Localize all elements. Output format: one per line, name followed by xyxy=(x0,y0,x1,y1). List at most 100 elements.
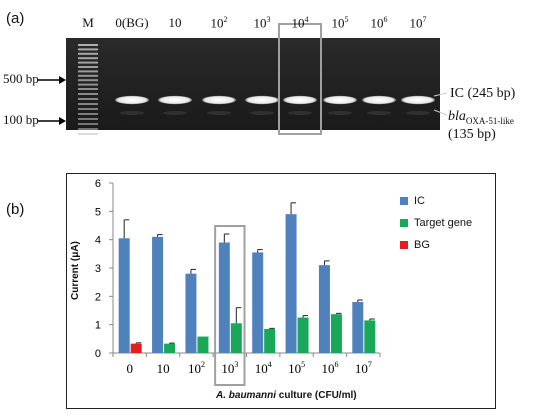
ic-bands xyxy=(115,95,435,105)
ladder-band xyxy=(78,83,98,86)
bar-target-gene xyxy=(330,314,342,353)
lane-label: 107 xyxy=(410,15,427,31)
pointer-ic xyxy=(433,92,448,97)
target-band xyxy=(250,111,274,115)
lane-label: 0(BG) xyxy=(115,15,148,31)
gel-electrophoresis-image xyxy=(38,23,448,135)
ladder-band xyxy=(78,123,98,125)
y-tick-label: 3 xyxy=(95,263,101,275)
ic-band xyxy=(158,95,192,105)
ic-band xyxy=(323,95,357,105)
y-axis-label: Current (μA) xyxy=(70,241,81,300)
ic-band xyxy=(115,95,149,105)
arrow-500bp-head xyxy=(59,76,66,84)
arrow-100bp-head xyxy=(59,117,66,125)
bar-target-gene xyxy=(297,317,309,353)
legend-item: BG xyxy=(400,239,430,251)
highlight-box-lane xyxy=(278,23,322,135)
target-band xyxy=(207,111,231,115)
lane-label: 106 xyxy=(371,15,388,31)
lane-label-base: 0(BG) xyxy=(115,15,149,30)
lane-label: 102 xyxy=(211,15,228,31)
lane-label-base: 10 xyxy=(331,15,345,31)
y-tick-label: 1 xyxy=(95,320,101,332)
lane-label-base: 10 xyxy=(168,15,182,30)
band-target-size: (135 bp) xyxy=(448,127,496,142)
x-axis-label-species: A. baumanni xyxy=(216,390,277,401)
y-tick-label: 5 xyxy=(95,206,101,218)
target-band xyxy=(328,111,352,115)
band-target-subscript: OXA-51-like xyxy=(465,115,514,126)
lane-label-base: 10 xyxy=(291,15,305,31)
lane-label-exponent: 2 xyxy=(223,15,228,24)
ladder-band xyxy=(78,79,98,82)
ladder-band xyxy=(78,128,98,130)
ic-band xyxy=(401,95,435,105)
bar-target-gene xyxy=(364,320,376,353)
legend-swatch xyxy=(400,241,408,250)
panel-b-label: (b) xyxy=(6,201,25,218)
ladder-band xyxy=(78,113,98,115)
bar-ic xyxy=(285,214,297,353)
y-tick-label: 0 xyxy=(95,348,101,360)
lane-label: 103 xyxy=(254,15,271,31)
ladder-band xyxy=(78,103,98,105)
target-bands xyxy=(120,111,430,115)
x-axis-label: A. baumanni culture (CFU/ml) xyxy=(216,390,357,401)
y-tick-label: 6 xyxy=(95,178,101,190)
ladder-band xyxy=(78,44,98,46)
x-tick-label: 10 xyxy=(157,361,170,376)
legend-label: Target gene xyxy=(414,217,473,230)
lane-label-base: M xyxy=(82,15,94,30)
ic-band xyxy=(202,95,236,105)
target-band xyxy=(406,111,430,115)
legend-item: IC xyxy=(400,195,425,207)
lane-label-base: 10 xyxy=(253,15,267,31)
x-tick-label: 106 xyxy=(321,360,338,376)
lane-label-base: 10 xyxy=(210,15,224,31)
y-tick-label: 4 xyxy=(95,235,101,247)
ic-band xyxy=(283,95,317,105)
x-tick-label: 107 xyxy=(355,360,372,376)
legend-item: Target gene xyxy=(400,217,472,229)
bar-target-gene xyxy=(164,343,176,353)
bar-ic xyxy=(252,252,264,353)
legend-swatch xyxy=(400,197,408,206)
ladder-band xyxy=(78,61,98,64)
y-tick-label: 2 xyxy=(95,291,101,303)
lane-label-exponent: 7 xyxy=(422,15,427,24)
ic-band xyxy=(362,95,396,105)
ladder-band xyxy=(78,98,98,100)
ladder-band xyxy=(78,118,98,120)
band-target-label: blaOXA-51-like xyxy=(448,109,514,126)
target-band xyxy=(163,111,187,115)
x-tick-label: 104 xyxy=(255,360,272,376)
lane-label-exponent: 4 xyxy=(304,15,309,24)
bar-ic xyxy=(218,242,230,353)
ladder-band xyxy=(78,66,98,68)
bar-ic xyxy=(118,238,130,353)
pointer-target xyxy=(433,109,448,116)
lane-label: M xyxy=(82,15,94,31)
x-tick-label: 102 xyxy=(188,360,205,376)
target-band xyxy=(288,111,312,115)
ladder-label-500: 500 bp xyxy=(3,71,39,86)
lane-label-base: 10 xyxy=(409,15,423,31)
bar-target-gene xyxy=(264,328,276,353)
legend-label: BG xyxy=(414,239,430,252)
bar-ic xyxy=(152,236,164,353)
lane-label: 104 xyxy=(292,15,309,31)
ladder-band xyxy=(78,93,98,95)
bar-target-gene xyxy=(197,336,209,353)
band-ic-label: IC (245 bp) xyxy=(450,86,516,101)
target-band xyxy=(367,111,391,115)
legend-swatch xyxy=(400,219,408,228)
x-tick-label: 103 xyxy=(221,360,238,376)
bar-ic xyxy=(318,265,330,353)
bar-ic xyxy=(352,302,364,353)
ladder-band xyxy=(78,74,98,77)
lane-label-base: 10 xyxy=(370,15,384,31)
bar-ic xyxy=(185,273,197,353)
bar-target-gene xyxy=(230,323,242,353)
